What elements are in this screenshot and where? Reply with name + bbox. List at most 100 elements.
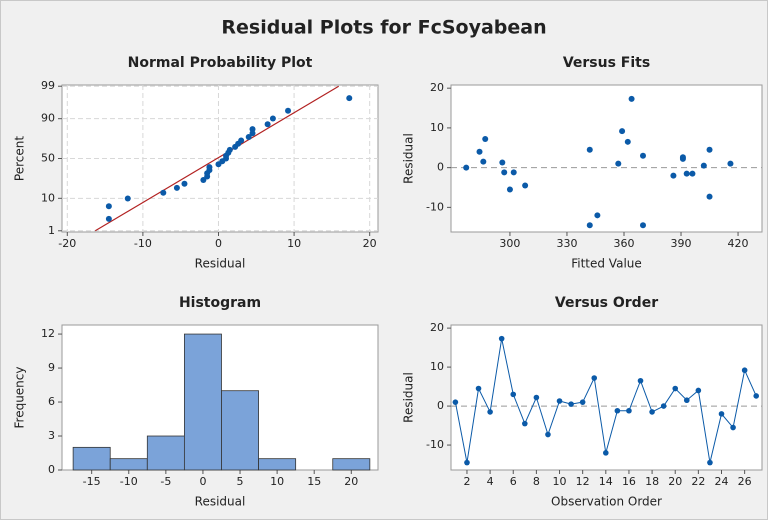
point	[718, 411, 725, 417]
bar	[183, 333, 222, 471]
y-tick-label: 20	[430, 81, 444, 94]
point	[506, 186, 513, 193]
point	[753, 393, 760, 399]
point	[226, 146, 233, 153]
point	[545, 431, 551, 438]
x-tick-label: 4	[487, 475, 494, 488]
point	[480, 158, 487, 165]
point	[603, 450, 609, 456]
point	[522, 182, 529, 189]
y-tick-label: 0	[437, 399, 444, 412]
bar	[72, 446, 111, 471]
point	[463, 164, 470, 171]
y-tick-label: -10	[426, 438, 444, 451]
x-tick-label: 26	[738, 475, 752, 488]
figure-title: Residual Plots for FcSoyabean	[221, 17, 546, 39]
point	[249, 126, 256, 133]
point	[695, 387, 702, 394]
bar	[332, 458, 371, 471]
point	[670, 172, 677, 179]
point	[238, 137, 245, 144]
x-tick-label: 330	[556, 237, 577, 250]
x-axis-label: Fitted Value	[571, 257, 642, 271]
point	[679, 155, 686, 162]
y-tick-label: 3	[48, 429, 55, 442]
x-axis-label: Residual	[195, 257, 246, 271]
x-tick-label: 300	[499, 237, 520, 250]
x-tick-label: 24	[715, 475, 729, 488]
x-tick-label: 12	[576, 475, 590, 488]
point	[160, 189, 167, 196]
point	[269, 115, 276, 122]
point	[619, 128, 626, 135]
point	[628, 95, 635, 102]
y-tick-label: 9	[48, 361, 55, 374]
x-tick-label: 420	[728, 237, 749, 250]
point	[568, 401, 574, 407]
x-tick-label: 0	[199, 475, 206, 488]
point	[586, 222, 593, 229]
y-tick-label: -10	[426, 200, 444, 213]
point	[556, 398, 563, 404]
bar	[109, 458, 148, 471]
x-tick-label: 5	[237, 475, 244, 488]
point	[264, 121, 271, 128]
x-tick-label: 18	[645, 475, 659, 488]
point	[346, 95, 353, 102]
point	[649, 409, 655, 415]
x-tick-label: 0	[215, 237, 222, 250]
point	[105, 203, 112, 210]
point	[706, 193, 713, 200]
point	[727, 160, 734, 167]
chart-title: Versus Fits	[563, 55, 650, 71]
point	[501, 169, 508, 176]
point	[637, 377, 644, 384]
x-tick-label: 360	[613, 237, 634, 250]
y-tick-label: 10	[430, 121, 444, 134]
point	[683, 170, 690, 177]
x-tick-label: 6	[510, 475, 517, 488]
x-tick-label: 15	[307, 475, 321, 488]
x-tick-label: 10	[553, 475, 567, 488]
point	[706, 146, 713, 153]
x-tick-label: 2	[463, 475, 470, 488]
chart-title: Histogram	[179, 295, 261, 311]
point	[672, 385, 679, 392]
plot-area	[450, 84, 763, 233]
x-tick-label: 22	[691, 475, 705, 488]
y-tick-label: 20	[430, 321, 444, 334]
y-tick-label: 0	[48, 463, 55, 476]
y-axis-label: Residual	[402, 372, 416, 423]
plot-area	[450, 324, 763, 471]
y-axis-label: Percent	[13, 136, 27, 181]
point	[707, 459, 713, 466]
point	[730, 424, 736, 431]
x-tick-label: -10	[120, 475, 138, 488]
y-axis-label: Residual	[402, 133, 416, 184]
point	[452, 399, 459, 405]
chart-title: Normal Probability Plot	[128, 55, 313, 71]
point	[475, 385, 482, 392]
point	[741, 367, 748, 374]
x-tick-label: -15	[83, 475, 101, 488]
point	[510, 169, 517, 176]
x-tick-label: 20	[363, 237, 377, 250]
point	[689, 170, 696, 177]
y-tick-label: 6	[48, 395, 55, 408]
point	[181, 180, 188, 187]
point	[614, 407, 621, 414]
point	[249, 130, 256, 137]
point	[173, 184, 180, 191]
point	[510, 391, 517, 398]
point	[482, 136, 489, 143]
point	[206, 164, 213, 171]
point	[498, 335, 505, 342]
x-tick-label: 20	[668, 475, 682, 488]
point	[624, 138, 631, 145]
point	[522, 420, 528, 427]
point	[700, 162, 707, 169]
x-tick-label: 10	[270, 475, 284, 488]
point	[615, 160, 622, 167]
